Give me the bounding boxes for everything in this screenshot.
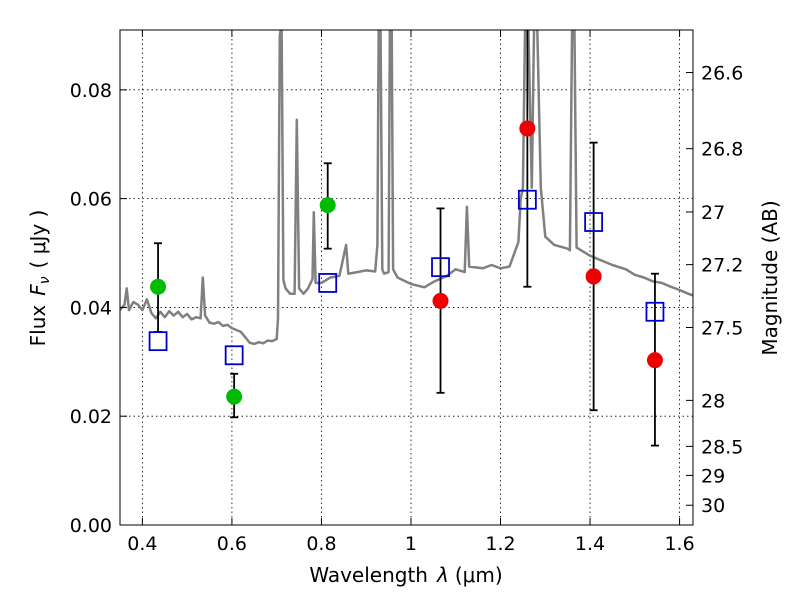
x-tick-label: 0.6 <box>217 533 247 555</box>
y2-axis-title: Magnitude (AB) <box>758 200 782 355</box>
x-tick-label: 1.6 <box>664 533 694 555</box>
mag-tick-label: 28.5 <box>701 436 743 458</box>
errorbars <box>154 30 659 447</box>
observed-photometry <box>150 120 663 405</box>
observed-flux-point <box>585 268 602 285</box>
x-tick-label: 1.4 <box>575 533 605 555</box>
model-photometry-square <box>517 189 537 210</box>
y-tick-label: 0.06 <box>70 189 112 211</box>
y-tick-label: 0.02 <box>70 406 112 428</box>
axis-ticks: 0.4 0.6 0.8 1 1.2 1.4 1.6 0.00 0.02 0.04 0.06 0.08 2… <box>70 30 743 555</box>
y-axis-title-main: Flux <box>26 305 50 347</box>
observed-flux-point <box>319 197 336 214</box>
y-axis-title-symbol: F <box>26 284 50 296</box>
y-tick-label: 0.08 <box>70 80 112 102</box>
observed-flux-point <box>646 352 663 369</box>
mag-tick-label: 27.2 <box>701 255 743 277</box>
x-axis-title-unit: (μm) <box>455 563 503 587</box>
y-tick-label: 0.04 <box>70 297 112 319</box>
observed-flux-point <box>519 120 536 137</box>
y-axis-title: Flux Fν ( μJy ) <box>26 210 53 347</box>
gridlines <box>120 30 693 526</box>
x-tick-label: 1.2 <box>485 533 515 555</box>
model-photometry-square <box>318 273 338 293</box>
y-axis-title-unit: ( μJy ) <box>26 210 50 269</box>
mag-tick-label: 30 <box>701 495 725 517</box>
observed-flux-point <box>432 292 449 309</box>
model-photometry-square <box>584 212 604 232</box>
model-photometry-square <box>224 345 244 366</box>
model-spectrum-line <box>120 30 693 346</box>
x-tick-label: 0.4 <box>127 533 157 555</box>
mag-tick-label: 29 <box>701 465 725 487</box>
observed-flux-point <box>226 388 243 405</box>
mag-tick-label: 26.8 <box>701 139 743 161</box>
x-axis-title-main: Wavelength <box>309 563 428 587</box>
model-photometry-square <box>148 331 168 352</box>
x-tick-label: 0.8 <box>306 533 336 555</box>
mag-tick-label: 28 <box>701 390 725 412</box>
x-axis-title: Wavelength λ (μm) <box>309 563 502 587</box>
x-tick-label: 1 <box>405 533 417 555</box>
model-spectrum <box>120 30 693 346</box>
x-axis-title-symbol: λ <box>436 563 449 587</box>
model-photometry-square <box>645 301 665 322</box>
mag-tick-label: 26.6 <box>701 63 743 85</box>
y-axis-title-subscript: ν <box>37 276 53 284</box>
mag-tick-label: 27.5 <box>701 317 743 339</box>
y-tick-label: 0.00 <box>70 515 112 537</box>
plot-frame <box>119 29 694 526</box>
mag-tick-label: 27 <box>701 202 725 224</box>
model-photometry-square <box>431 257 450 278</box>
observed-flux-point <box>150 278 167 295</box>
model-photometry <box>148 189 665 366</box>
